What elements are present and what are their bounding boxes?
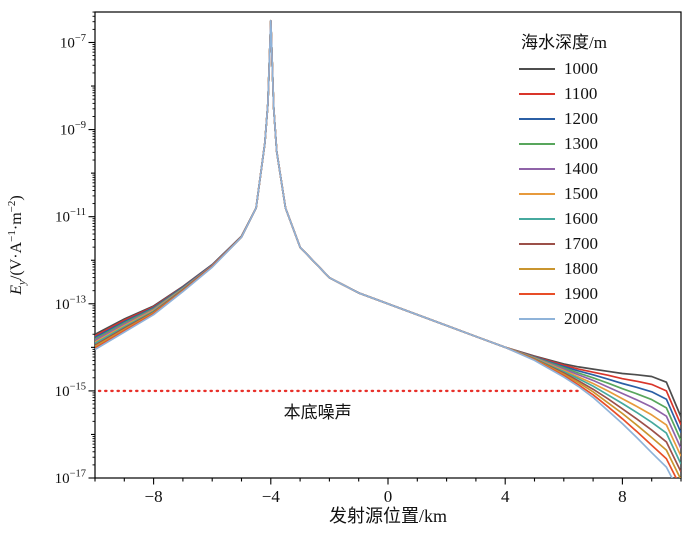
legend-item-1500: 1500 <box>519 181 607 206</box>
y-tick-label: 10−7 <box>60 33 86 52</box>
legend-swatch <box>519 67 555 70</box>
legend-label: 1800 <box>564 259 598 278</box>
legend-item-1400: 1400 <box>519 156 607 181</box>
legend-label: 2000 <box>564 309 598 328</box>
y-tick-label: 10−13 <box>55 294 86 313</box>
legend-swatch <box>519 92 555 95</box>
legend-title: 海水深度/m <box>521 33 607 52</box>
legend-items: 1000 1100 1200 1300 1400 1500 1600 1700 1800 1900… <box>519 56 607 331</box>
legend-item-1900: 1900 <box>519 281 607 306</box>
x-axis-title: 发射源位置/km <box>329 506 447 526</box>
y-axis-title: Ey/(V·A−1·m−2) <box>6 195 28 295</box>
legend-item-2000: 2000 <box>519 306 607 331</box>
legend-swatch <box>519 267 555 270</box>
legend-label: 1400 <box>564 159 598 178</box>
legend-item-1800: 1800 <box>519 256 607 281</box>
legend-label: 1000 <box>564 59 598 78</box>
legend-swatch <box>519 192 555 195</box>
legend-item-1100: 1100 <box>519 81 607 106</box>
legend-swatch <box>519 217 555 220</box>
chart-legend: 海水深度/m 1000 1100 1200 1300 1400 1500 1600 1700 1… <box>519 28 607 331</box>
noise-floor-label: 本底噪声 <box>284 403 352 422</box>
legend-label: 1700 <box>564 234 598 253</box>
x-tick-label: 8 <box>618 487 627 506</box>
legend-label: 1200 <box>564 109 598 128</box>
legend-label: 1100 <box>564 84 598 103</box>
x-tick-label: −4 <box>262 487 281 506</box>
legend-swatch <box>519 317 555 320</box>
legend-item-1700: 1700 <box>519 231 607 256</box>
legend-swatch <box>519 117 555 120</box>
y-tick-label: 10−15 <box>55 381 86 400</box>
legend-label: 1600 <box>564 209 598 228</box>
legend-swatch <box>519 292 555 295</box>
x-tick-label: 0 <box>384 487 393 506</box>
legend-swatch <box>519 167 555 170</box>
legend-label: 1900 <box>564 284 598 303</box>
legend-swatch <box>519 242 555 245</box>
legend-label: 1300 <box>564 134 598 153</box>
legend-swatch <box>519 142 555 145</box>
legend-label: 1500 <box>564 184 598 203</box>
series-line-2000 <box>95 19 673 478</box>
legend-item-1600: 1600 <box>519 206 607 231</box>
x-tick-label: 4 <box>501 487 510 506</box>
legend-item-1300: 1300 <box>519 131 607 156</box>
legend-item-1200: 1200 <box>519 106 607 131</box>
x-tick-label: −8 <box>145 487 163 506</box>
y-tick-label: 10−9 <box>60 120 86 139</box>
y-tick-label: 10−17 <box>55 469 86 488</box>
y-tick-label: 10−11 <box>55 207 86 226</box>
legend-item-1000: 1000 <box>519 56 607 81</box>
